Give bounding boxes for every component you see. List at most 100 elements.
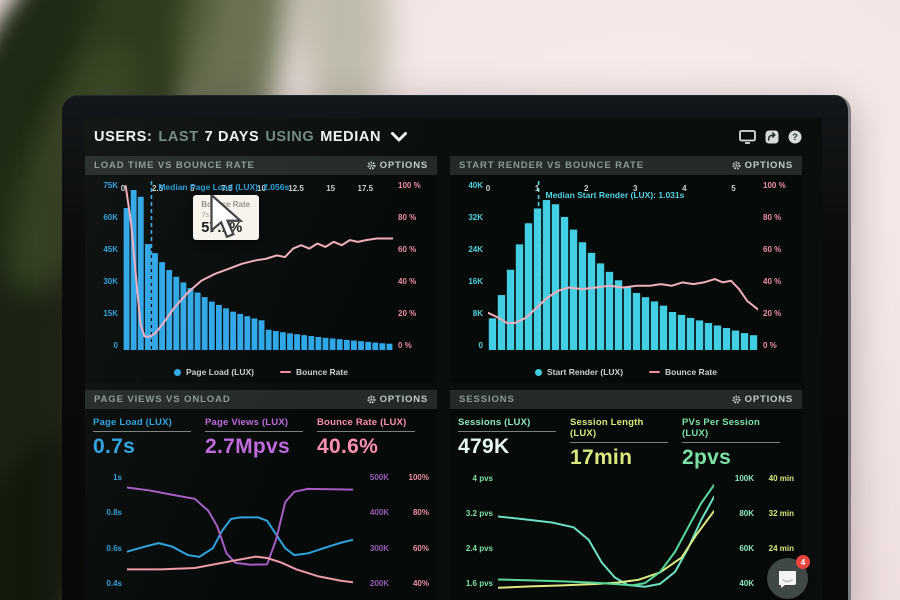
- y-axis-right: 100 % 80 % 60 % 40 % 20 % 0 %: [393, 181, 429, 363]
- axis-tick: 0: [113, 341, 118, 350]
- bar: [173, 276, 180, 350]
- share-icon[interactable]: [765, 130, 779, 144]
- legend-item[interactable]: Page Load (LUX): [174, 367, 254, 377]
- axis-tick: 16K: [468, 277, 483, 286]
- axis-tick: 0.8s: [106, 508, 122, 518]
- laptop: USERS: LAST 7 DAYS USING MEDIAN ?: [62, 95, 851, 600]
- axis-tick: 60K: [103, 213, 118, 222]
- bar: [704, 322, 713, 350]
- axis-tick: 40 %: [763, 277, 782, 286]
- options-button[interactable]: OPTIONS: [367, 394, 428, 405]
- axis-tick: 4 pvs: [472, 474, 493, 483]
- axis-tick: 60 %: [398, 245, 417, 254]
- metric-pvs-per-session: PVs Per Session (LUX) 2pvs: [682, 417, 780, 470]
- chart-plot[interactable]: [127, 471, 353, 598]
- legend-swatch: [534, 368, 542, 376]
- panel-title: LOAD TIME VS BOUNCE RATE: [94, 160, 255, 171]
- bar: [343, 339, 350, 350]
- x-tick: 2: [583, 184, 589, 193]
- axis-tick: 75K: [103, 181, 118, 190]
- axis-tick: 80 %: [763, 213, 782, 222]
- panel-header: SESSIONS OPTIONS: [450, 390, 802, 409]
- bar: [180, 282, 187, 350]
- bar: [237, 313, 244, 350]
- users-range-dropdown[interactable]: USERS: LAST 7 DAYS USING MEDIAN: [94, 129, 408, 145]
- load-time-chart: [123, 181, 393, 350]
- metric-session-length: Session Length (LUX) 17min: [570, 417, 668, 470]
- metric-page-load: Page Load (LUX) 0.7s: [93, 417, 191, 469]
- options-button[interactable]: OPTIONS: [367, 160, 428, 171]
- bar: [294, 334, 300, 350]
- bar: [659, 305, 668, 350]
- panel-start-render-vs-bounce-rate: START RENDER VS BOUNCE RATE OPTIONS 40K 3…: [450, 156, 802, 383]
- axis-tick: 80K 32 min: [739, 509, 794, 518]
- x-tick: 17.5: [357, 184, 374, 193]
- bar: [713, 325, 722, 350]
- display-icon[interactable]: [739, 130, 756, 144]
- options-button[interactable]: OPTIONS: [732, 160, 793, 171]
- bar: [166, 270, 173, 350]
- axis-tick: 40 %: [398, 277, 417, 286]
- axis-tick: 60 %: [763, 245, 782, 254]
- help-icon[interactable]: ?: [788, 130, 802, 144]
- bar: [695, 320, 704, 350]
- axis-tick: 32K: [468, 213, 483, 222]
- bar: [287, 333, 293, 350]
- header-toolbar: ?: [739, 130, 802, 144]
- x-tick: 0: [120, 184, 126, 193]
- y-axis-left: 40K 32K 24K 16K 8K 0: [458, 181, 488, 363]
- series-line-session-length: [498, 511, 714, 588]
- bar: [614, 280, 623, 350]
- bar: [722, 328, 731, 350]
- axis-tick: 40K: [468, 181, 483, 190]
- bar: [194, 292, 201, 350]
- x-tick: 4: [682, 184, 687, 193]
- bar: [542, 200, 551, 350]
- axis-tick: 80 %: [398, 213, 417, 222]
- chat-icon: [779, 570, 796, 588]
- gear-icon: [367, 161, 376, 170]
- legend-item[interactable]: Bounce Rate: [280, 367, 348, 377]
- legend-item[interactable]: Bounce Rate: [649, 367, 717, 377]
- axis-tick: 2.4 pvs: [465, 544, 493, 553]
- bar: [632, 292, 641, 350]
- options-button[interactable]: OPTIONS: [732, 394, 793, 405]
- bar: [605, 271, 614, 350]
- chart-plot[interactable]: [498, 472, 714, 598]
- panel-load-time-vs-bounce-rate: LOAD TIME VS BOUNCE RATE OPTIONS 75K 60K 4…: [85, 156, 437, 383]
- y-axis-left: 1s 0.8s 0.6s 0.4s: [93, 471, 127, 598]
- panel-title: SESSIONS: [459, 394, 515, 405]
- chart-plot[interactable]: Median Page Load (LUX): 2.056s Bounce Ra…: [120, 181, 393, 350]
- series-line-page-load: [127, 517, 353, 556]
- x-tick: 1: [534, 184, 540, 193]
- x-tick: 5: [731, 184, 736, 193]
- metric-page-views: Page Views (LUX) 2.7Mpvs: [205, 417, 303, 469]
- bar: [587, 252, 596, 350]
- header-word-last: LAST: [158, 129, 199, 145]
- bar: [208, 301, 215, 350]
- series-line-bounce-rate: [126, 186, 393, 336]
- bar: [279, 332, 286, 350]
- axis-tick: 8K: [472, 309, 483, 318]
- chart-plot[interactable]: Median Start Render (LUX): 1.031s 0 1 2 3 4 5: [485, 181, 758, 350]
- legend-swatch: [174, 368, 181, 376]
- metric-sessions: Sessions (LUX) 479K: [458, 417, 556, 470]
- chart-legend: Page Load (LUX) Bounce Rate: [93, 363, 429, 381]
- mouse-cursor-icon: [210, 194, 244, 238]
- axis-tick: 0 %: [763, 341, 777, 350]
- y-axis-right: 100K 40 min 80K 32 min 60K 24 min 40K: [714, 472, 794, 598]
- x-tick: 0: [485, 184, 491, 193]
- bar: [223, 308, 229, 350]
- bar: [488, 318, 497, 350]
- y-axis-left: 4 pvs 3.2 pvs 2.4 pvs 1.6 pvs: [458, 472, 498, 598]
- legend-item[interactable]: Start Render (LUX): [534, 367, 623, 377]
- chart-legend: Start Render (LUX) Bounce Rate: [458, 363, 794, 381]
- sessions-chart: [498, 472, 714, 598]
- bar: [650, 301, 659, 350]
- bar: [749, 335, 758, 350]
- chevron-down-icon: [391, 132, 408, 142]
- x-tick: 15: [326, 184, 336, 193]
- bar: [578, 242, 587, 350]
- y-axis-right: 500K 100% 400K 80% 300K 60% 200K 40%: [353, 471, 429, 598]
- chat-button[interactable]: 4: [767, 555, 810, 599]
